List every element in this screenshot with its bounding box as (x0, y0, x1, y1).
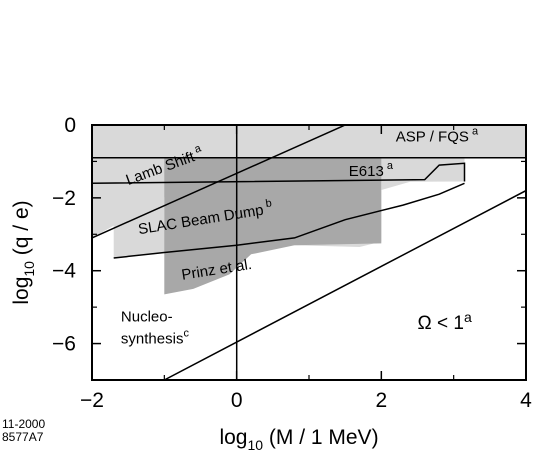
region-prinz-et-al (164, 157, 382, 295)
y-axis-title: log10 (q / e) (10, 200, 37, 304)
annotation-e613: E613 a (349, 160, 394, 180)
regions-layer (92, 125, 526, 295)
ticks-layer: −2 0 2 4 0 −2 −4 −6 (52, 114, 532, 412)
annotation-nucleo: Nucleo- (121, 309, 173, 326)
y-tick-label: −4 (52, 260, 76, 283)
lines-layer (92, 125, 526, 380)
x-axis-title: log10 (M / 1 MeV) (219, 426, 378, 453)
annotation-synthesis: synthesisc (121, 328, 190, 348)
annotation--1: Ω < 1a (418, 309, 472, 334)
figure-stamp: 11-2000 8577A7 (2, 418, 45, 444)
x-tick-label: 4 (520, 389, 532, 412)
line-e613-top (92, 162, 466, 185)
x-tick-label: 2 (375, 389, 387, 412)
line-omega-bound (163, 189, 526, 380)
region-lamb-shift (92, 157, 237, 238)
stamp-date: 11-2000 (2, 417, 46, 431)
stamp-code: 8577A7 (2, 430, 44, 444)
y-tick-label: −6 (52, 333, 76, 356)
y-tick-label: −2 (52, 187, 76, 210)
y-tick-label: 0 (64, 114, 76, 137)
line-slac-bottom (113, 182, 465, 259)
x-tick-label: −2 (80, 389, 104, 412)
annotation-asp-fqs: ASP / FQS a (396, 125, 479, 145)
x-tick-label: 0 (231, 389, 243, 412)
